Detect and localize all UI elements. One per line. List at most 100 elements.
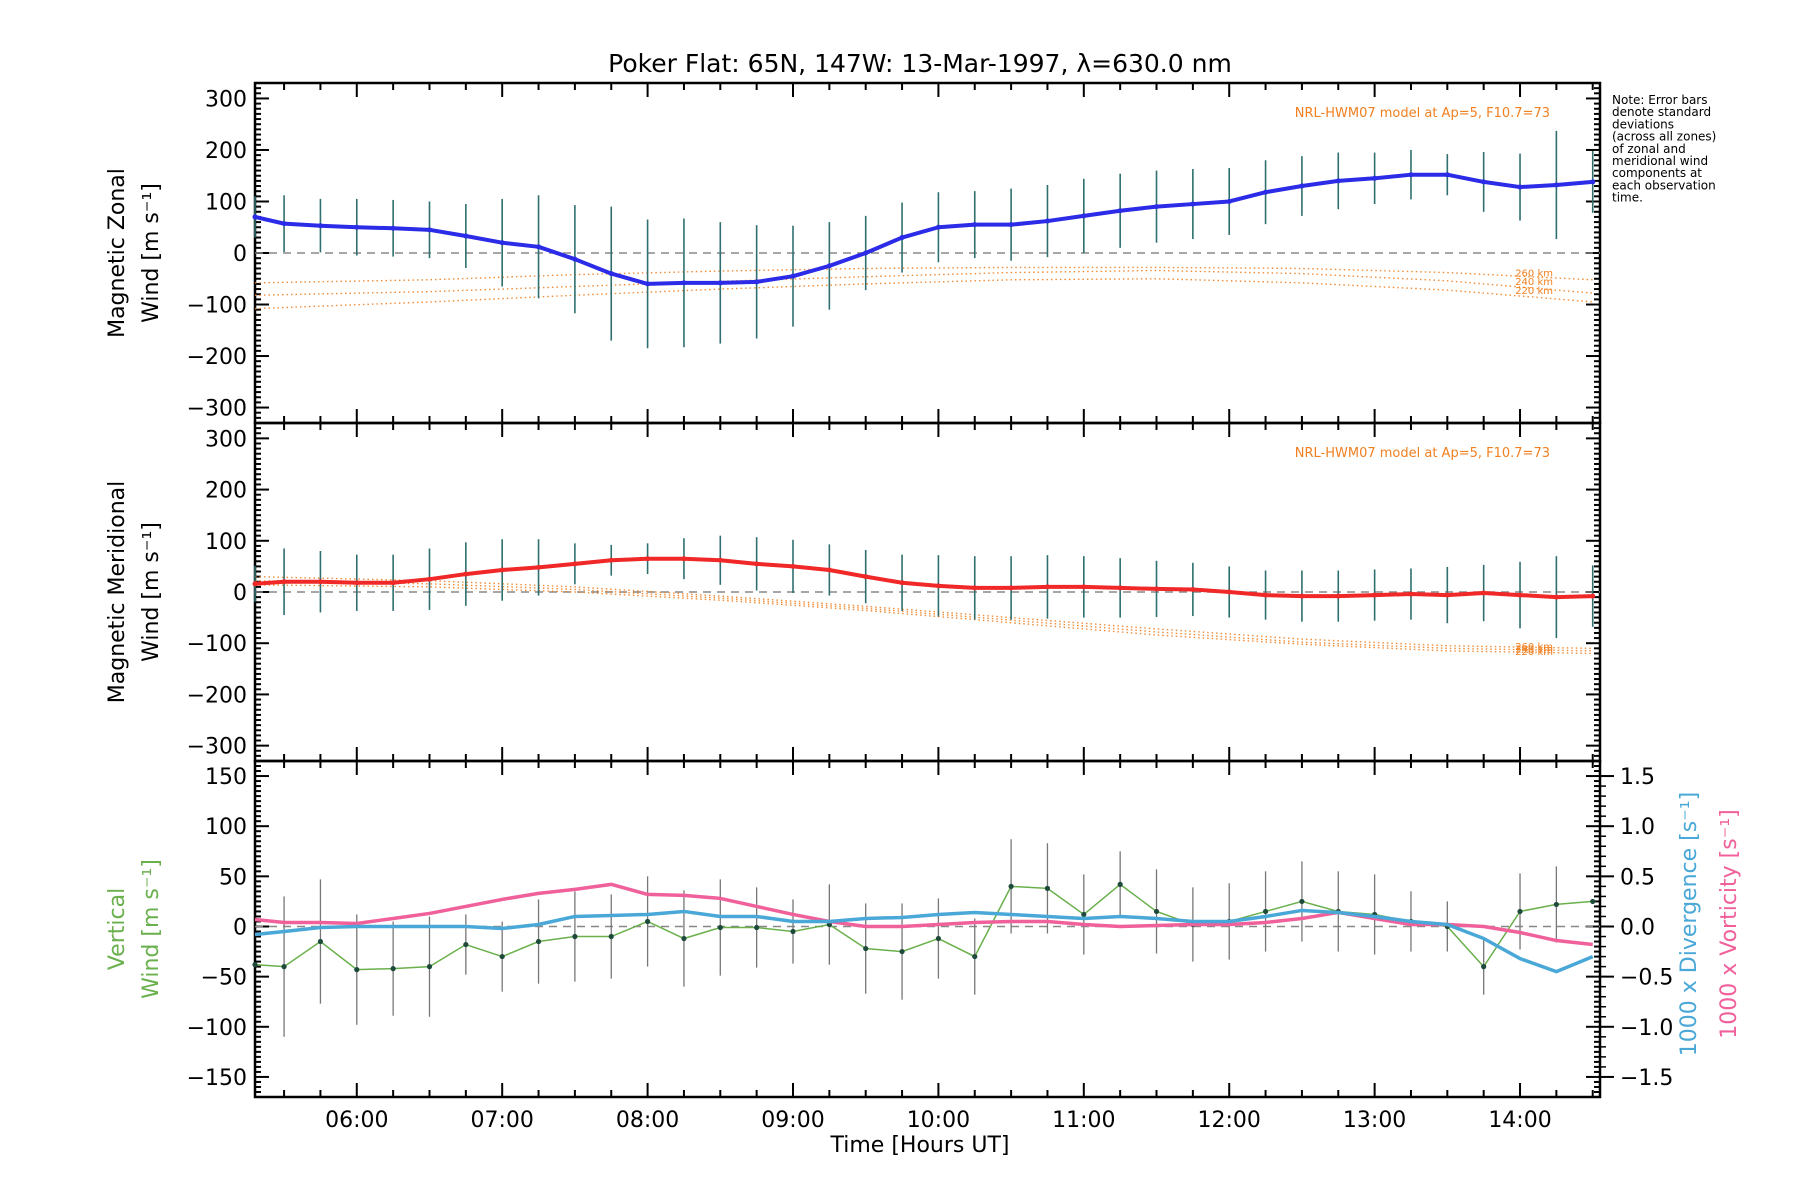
zonal-data-point bbox=[1517, 184, 1523, 190]
meridional-data-point bbox=[972, 585, 978, 591]
meridional-data-point bbox=[536, 564, 542, 570]
vertical-wind-point bbox=[754, 924, 760, 931]
y-tick-label: 100 bbox=[205, 190, 247, 215]
vertical-wind-point bbox=[354, 967, 360, 973]
zonal-data-point bbox=[1117, 208, 1123, 214]
meridional-data-point bbox=[1117, 585, 1123, 591]
zonal-data-point bbox=[1408, 172, 1414, 178]
zonal-data-point bbox=[645, 281, 651, 287]
y2-tick-label: 1.0 bbox=[1620, 815, 1655, 840]
y-tick-label: 100 bbox=[205, 530, 247, 555]
y2-tick-label: 1.5 bbox=[1620, 765, 1655, 790]
vertical-wind-point bbox=[1117, 881, 1123, 887]
meridional-data-point bbox=[1008, 585, 1014, 591]
meridional-data-point bbox=[1226, 589, 1232, 595]
y-tick-label: 200 bbox=[205, 479, 247, 504]
zonal-data-point bbox=[1590, 179, 1596, 185]
y2-tick-label: −1.0 bbox=[1620, 1016, 1673, 1041]
panel-zonal: −300 −200 −100 0 100 200 300 Magnetic Zonal Wind… bbox=[105, 81, 1602, 425]
y-tick-label: −100 bbox=[187, 632, 247, 657]
zonal-data-point bbox=[1335, 178, 1341, 184]
y-tick-label: 50 bbox=[219, 865, 247, 890]
zonal-data-point bbox=[1044, 218, 1050, 224]
zonal-data-point bbox=[499, 240, 505, 246]
zonal-data-point bbox=[608, 271, 614, 277]
zonal-data-point bbox=[1226, 198, 1232, 204]
y-tick-label: −300 bbox=[187, 735, 247, 760]
y-tick-label: −100 bbox=[187, 1016, 247, 1041]
chart-title: Poker Flat: 65N, 147W: 13-Mar-1997, λ=63… bbox=[608, 49, 1232, 78]
model-curve bbox=[254, 278, 1593, 310]
meridional-data-point bbox=[463, 571, 469, 577]
zonal-data-point bbox=[972, 222, 978, 228]
meridional-data-point bbox=[863, 574, 869, 580]
zonal-data-point bbox=[1444, 172, 1450, 178]
meridional-data-point bbox=[608, 557, 614, 563]
zonal-data-point bbox=[681, 280, 687, 286]
model-curve bbox=[254, 575, 1593, 650]
meridional-data-point bbox=[426, 576, 432, 582]
vertical-wind-point bbox=[1081, 911, 1087, 918]
y-tick-label: −300 bbox=[187, 397, 247, 422]
x-tick-label: 14:00 bbox=[1488, 1108, 1551, 1133]
y-axis-label-line2: Wind [m s⁻¹] bbox=[139, 859, 164, 999]
meridional-data-point bbox=[572, 561, 578, 567]
chart-panels: −300 −200 −100 0 100 200 300 Magnetic Zonal Wind… bbox=[105, 81, 1742, 1133]
zonal-data-point bbox=[754, 279, 760, 285]
y2-axis-label-divergence: 1000 x Divergence [s⁻¹] bbox=[1677, 792, 1702, 1056]
vertical-wind-point bbox=[281, 964, 287, 970]
vertical-wind-point bbox=[1299, 898, 1305, 905]
zonal-data-point bbox=[717, 280, 723, 286]
zonal-data-point bbox=[426, 227, 432, 233]
y-tick-label: 0 bbox=[233, 581, 247, 606]
vertical-wind-point bbox=[317, 938, 324, 945]
zonal-data-point bbox=[572, 256, 578, 262]
x-tick-label: 13:00 bbox=[1343, 1108, 1406, 1133]
note-line: (across all zones) bbox=[1612, 130, 1716, 144]
note-line: deviations bbox=[1612, 117, 1674, 131]
vertical-wind-point bbox=[1044, 885, 1051, 891]
meridional-data-point bbox=[899, 580, 905, 586]
vertical-wind-point bbox=[681, 935, 687, 942]
meridional-data-point bbox=[826, 567, 832, 573]
divergence-line bbox=[254, 908, 1594, 974]
meridional-data-point bbox=[1154, 586, 1160, 592]
zonal-data-point bbox=[1190, 201, 1196, 207]
zonal-data-point bbox=[354, 224, 360, 230]
meridional-data-point bbox=[390, 580, 396, 586]
meridional-data-point bbox=[1263, 592, 1269, 598]
note-line: time. bbox=[1612, 191, 1643, 205]
x-tick-label: 06:00 bbox=[325, 1108, 388, 1133]
zonal-data-point bbox=[863, 250, 869, 256]
zonal-data-point bbox=[1372, 175, 1378, 181]
meridional-data-point bbox=[1299, 593, 1305, 599]
y-tick-label: 200 bbox=[205, 139, 247, 164]
y-tick-label: 100 bbox=[205, 815, 247, 840]
model-altitude-label: 260 km bbox=[1515, 642, 1553, 653]
y2-tick-label: 0.0 bbox=[1620, 915, 1655, 940]
zonal-data-point bbox=[390, 225, 396, 231]
vertical-wind-point bbox=[1590, 898, 1596, 905]
vertical-wind-point bbox=[499, 953, 505, 960]
y2-tick-label: −0.5 bbox=[1620, 966, 1673, 991]
x-tick-label: 10:00 bbox=[907, 1108, 970, 1133]
zonal-data-point bbox=[536, 244, 542, 250]
y2-tick-label: −1.5 bbox=[1620, 1066, 1673, 1091]
note-line: denote standard bbox=[1612, 105, 1711, 119]
vertical-wind-point bbox=[1553, 901, 1559, 908]
y-tick-label: −200 bbox=[187, 683, 247, 708]
vertical-wind-point bbox=[717, 924, 723, 931]
meridional-data-point bbox=[499, 567, 505, 573]
meridional-data-point bbox=[1044, 584, 1050, 590]
vertical-wind-point bbox=[463, 941, 469, 948]
meridional-data-point bbox=[717, 557, 723, 563]
meridional-data-point bbox=[754, 561, 760, 567]
x-tick-label: 11:00 bbox=[1052, 1108, 1115, 1133]
model-label: NRL-HWM07 model at Ap=5, F10.7=73 bbox=[1295, 446, 1550, 461]
y-tick-label: 150 bbox=[205, 765, 247, 790]
zonal-data-point bbox=[826, 263, 832, 269]
y-axis-label-line1: Magnetic Meridional bbox=[105, 481, 130, 703]
meridional-data-point bbox=[1190, 586, 1196, 592]
zonal-data-point bbox=[1553, 182, 1559, 188]
